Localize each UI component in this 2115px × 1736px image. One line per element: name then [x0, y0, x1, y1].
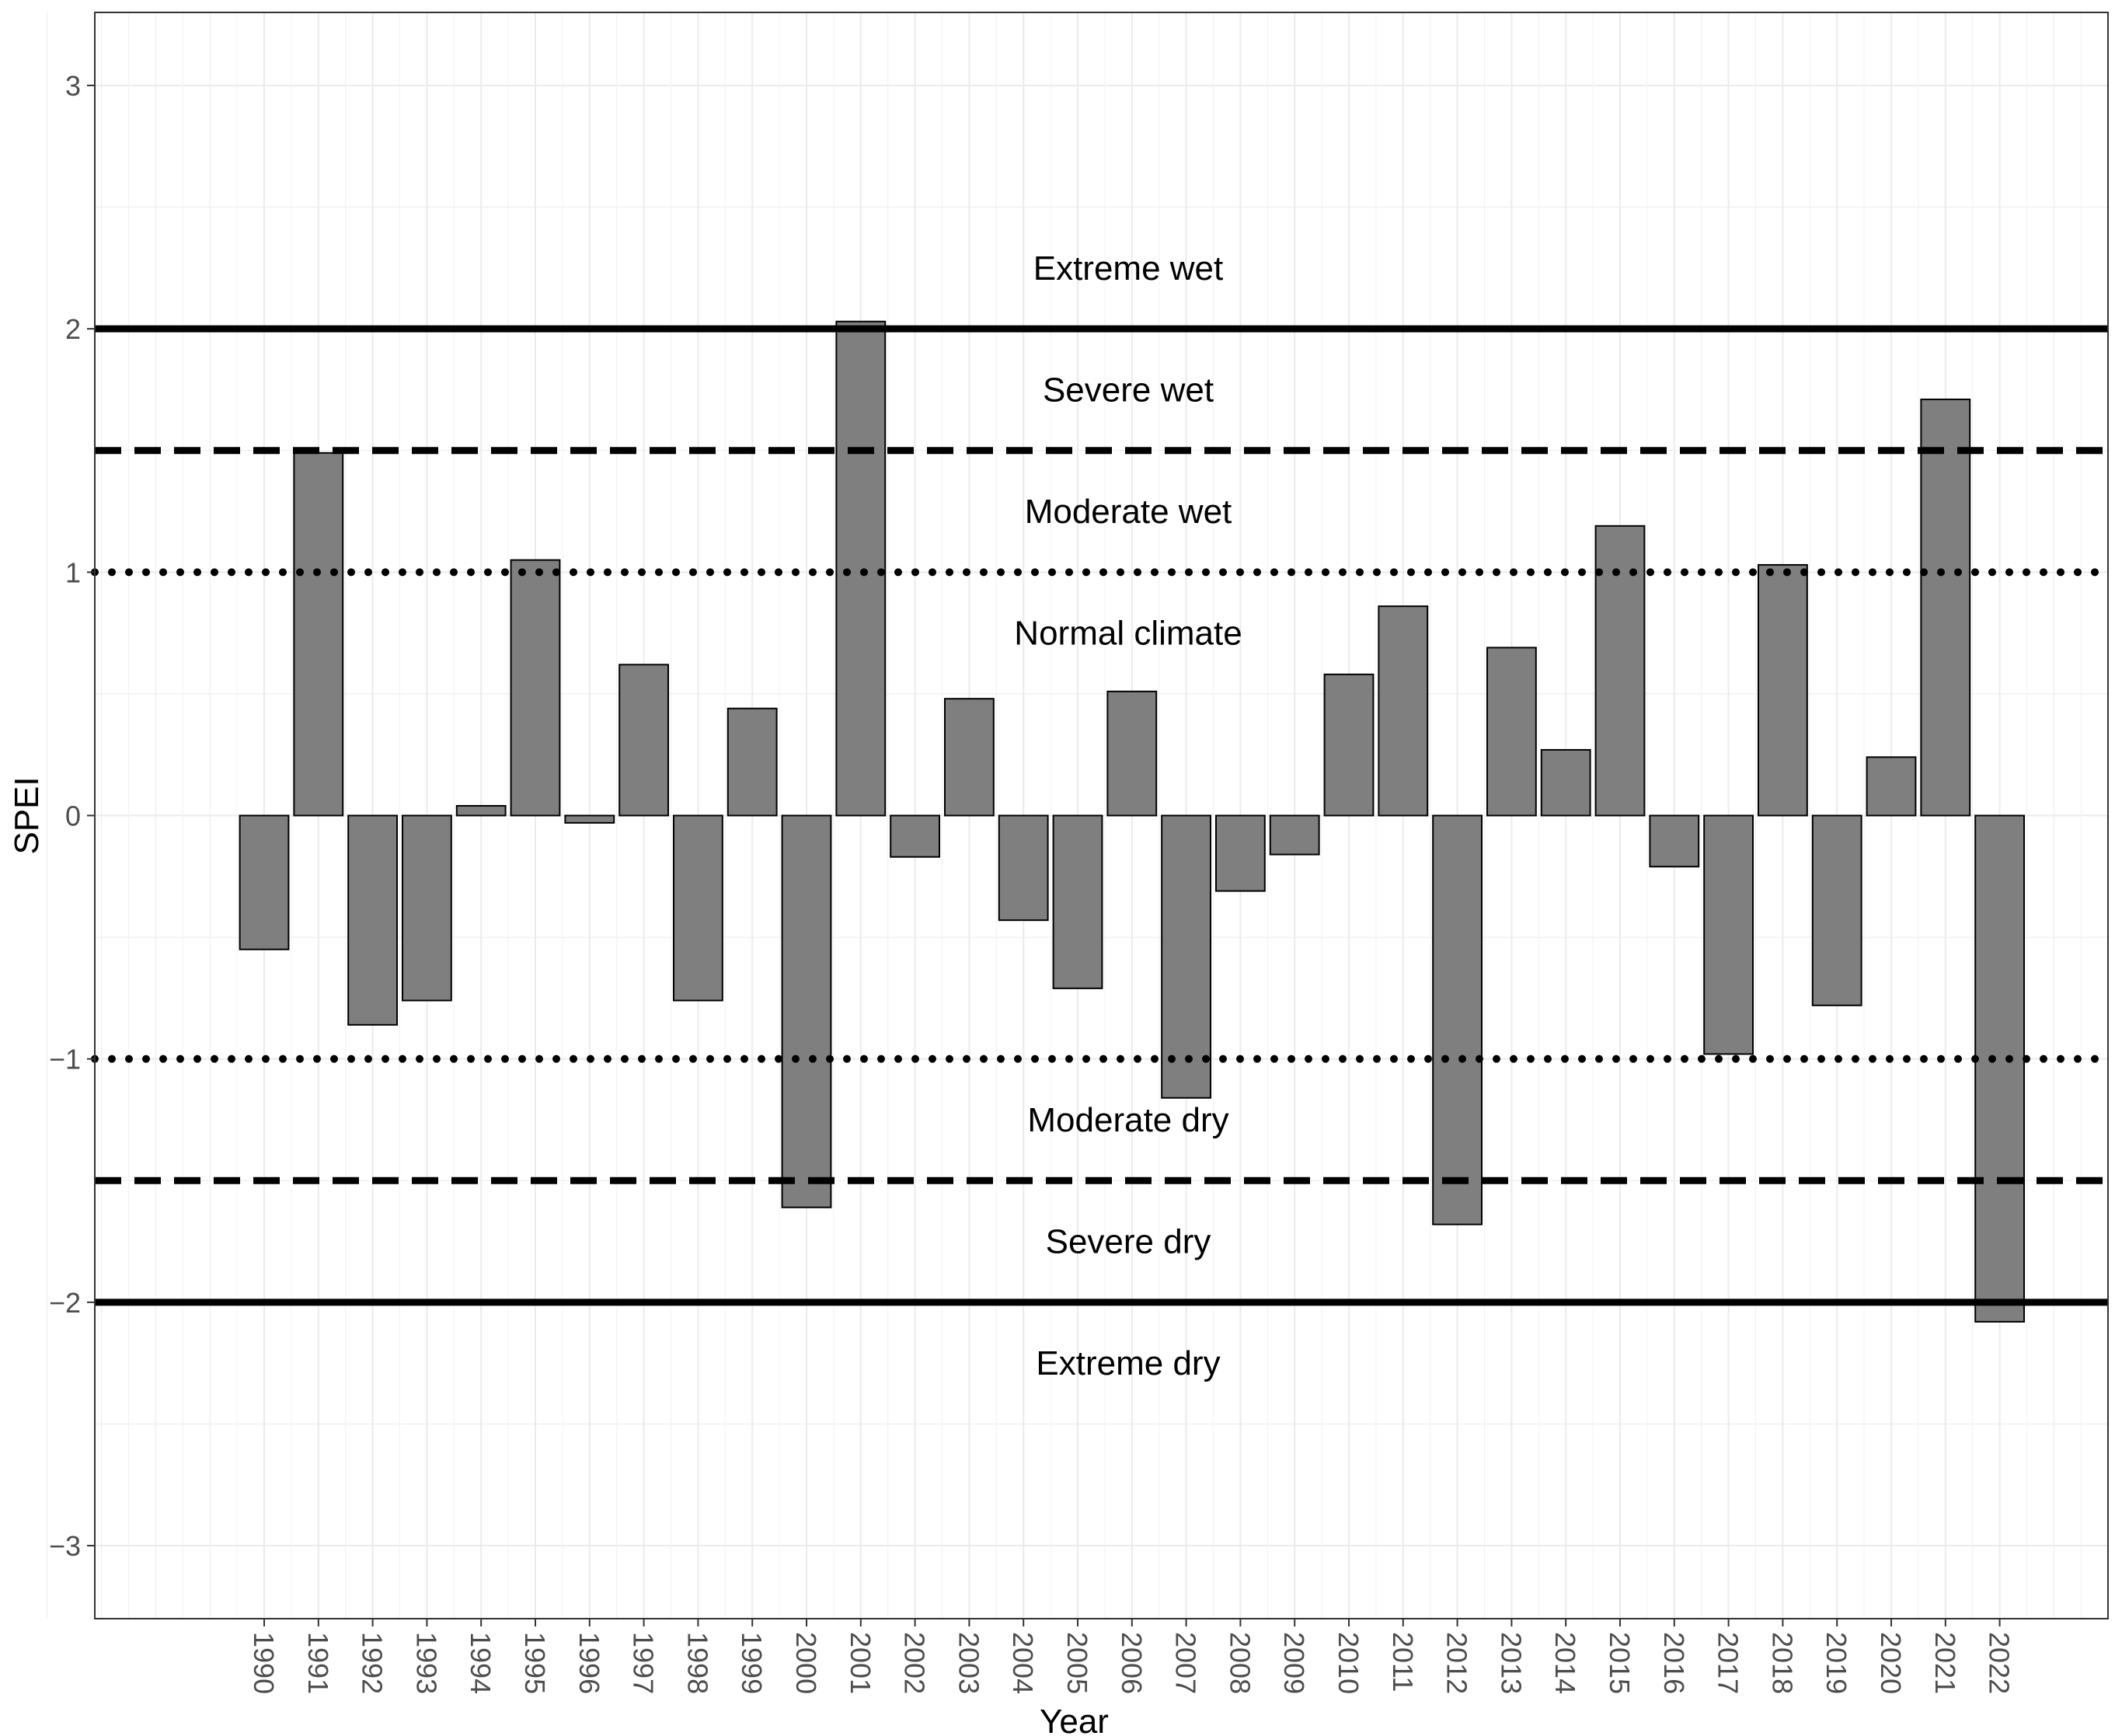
bar-2022 [1974, 814, 2026, 1323]
x-axis-title: Year [1040, 1703, 1109, 1736]
x-tick-label: 2008 [1224, 1632, 1256, 1694]
bar-2020 [1866, 756, 1917, 817]
bar-2007 [1161, 814, 1212, 1099]
x-tick-label: 1998 [681, 1632, 713, 1694]
x-tick-label: 2010 [1333, 1632, 1364, 1694]
bar-2013 [1486, 647, 1537, 817]
bar-2004 [998, 814, 1049, 922]
y-tick-label: −1 [49, 1044, 81, 1075]
y-axis-title: SPEI [8, 776, 46, 854]
bar-1990 [239, 814, 290, 950]
x-tick-label: 2017 [1713, 1632, 1744, 1694]
x-tick-label: 1992 [357, 1632, 389, 1694]
bar-2015 [1594, 525, 1646, 817]
bar-1995 [510, 559, 561, 817]
bar-2011 [1378, 605, 1429, 817]
x-tick-label: 2022 [1984, 1632, 2016, 1694]
bar-2016 [1649, 814, 1700, 868]
bar-1991 [293, 451, 344, 817]
bar-1999 [726, 707, 778, 817]
band-label: Moderate wet [1025, 493, 1232, 531]
band-label: Extreme wet [1033, 249, 1224, 288]
bar-1994 [455, 804, 507, 817]
bars-group [239, 320, 2026, 1323]
band-label: Moderate dry [1027, 1101, 1228, 1139]
bar-2009 [1269, 814, 1320, 856]
bar-1998 [672, 814, 723, 1002]
x-tick-label: 1997 [628, 1632, 660, 1694]
y-axis-ticks: 3 2 1 0 −1 −2 −3 [49, 70, 95, 1562]
band-label: Normal climate [1014, 615, 1242, 653]
bar-1992 [347, 814, 399, 1026]
bar-2001 [835, 320, 887, 817]
x-tick-label: 2005 [1061, 1632, 1093, 1694]
bar-1997 [618, 664, 670, 817]
y-tick-label: 3 [65, 70, 81, 102]
bar-2018 [1757, 563, 1808, 817]
band-label: Extreme dry [1036, 1344, 1220, 1382]
x-tick-label: 2015 [1604, 1632, 1636, 1694]
bar-2006 [1106, 690, 1158, 817]
x-tick-label: 2019 [1821, 1632, 1852, 1694]
bar-2005 [1052, 814, 1103, 989]
x-tick-label: 2016 [1658, 1632, 1690, 1694]
x-tick-label: 2000 [790, 1632, 822, 1694]
band-label: Severe wet [1043, 371, 1214, 409]
x-tick-label: 2013 [1495, 1632, 1527, 1694]
x-tick-label: 2011 [1387, 1632, 1419, 1692]
x-tick-label: 1999 [736, 1632, 768, 1694]
x-tick-label: 2009 [1278, 1632, 1310, 1694]
x-tick-label: 1993 [410, 1632, 442, 1694]
bar-2010 [1323, 673, 1375, 817]
bar-1996 [564, 814, 615, 824]
x-tick-label: 1996 [573, 1632, 605, 1694]
y-tick-label: 1 [65, 556, 81, 588]
bar-1993 [401, 814, 452, 1002]
bar-2012 [1432, 814, 1483, 1225]
reference-lines [91, 325, 2112, 1306]
bar-2008 [1214, 814, 1266, 892]
band-label: Severe dry [1046, 1223, 1211, 1261]
x-tick-label: 2006 [1116, 1632, 1148, 1694]
x-tick-label: 2018 [1766, 1632, 1798, 1694]
x-tick-label: 2001 [845, 1632, 876, 1694]
bar-2017 [1703, 814, 1754, 1055]
x-tick-label: 1990 [248, 1632, 280, 1694]
x-tick-label: 2003 [953, 1632, 984, 1694]
x-tick-label: 1995 [519, 1632, 551, 1694]
y-tick-label: 2 [65, 313, 81, 345]
x-tick-label: 2020 [1875, 1632, 1907, 1694]
x-tick-label: 1991 [302, 1632, 334, 1694]
bar-2019 [1811, 814, 1862, 1006]
x-tick-label: 2012 [1441, 1632, 1473, 1694]
y-tick-label: −3 [49, 1530, 81, 1562]
x-tick-label: 2004 [1007, 1632, 1039, 1694]
x-axis-ticks: 1990 1991 1992 1993 1994 1995 1996 1997 1998 1999… [248, 1619, 2016, 1694]
x-tick-label: 1994 [465, 1632, 497, 1694]
bar-2002 [890, 814, 941, 858]
band-labels: Extreme wet Severe wet Moderate wet Normal … [1014, 249, 1242, 1382]
bar-2021 [1920, 398, 1971, 817]
y-tick-label: −2 [49, 1287, 81, 1319]
x-tick-label: 2021 [1929, 1632, 1961, 1694]
x-tick-label: 2002 [899, 1632, 931, 1694]
bar-2003 [943, 698, 995, 817]
x-tick-label: 2007 [1170, 1632, 1202, 1694]
y-tick-label: 0 [65, 800, 81, 832]
bar-2014 [1540, 748, 1591, 817]
x-tick-label: 2014 [1549, 1632, 1581, 1694]
bar-2000 [781, 814, 832, 1208]
